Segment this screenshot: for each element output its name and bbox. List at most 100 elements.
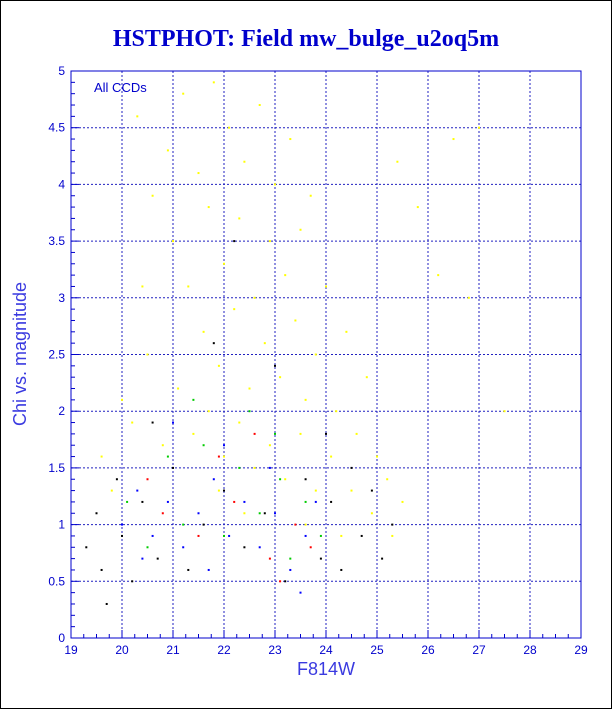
data-point [304, 500, 307, 503]
data-point [299, 432, 302, 435]
data-point [294, 319, 297, 322]
data-point [360, 534, 363, 537]
data-point [131, 580, 134, 583]
data-point [192, 398, 195, 401]
data-point [182, 92, 185, 95]
data-point [309, 194, 312, 197]
y-tick-label: 2 [58, 404, 65, 418]
data-point [161, 512, 164, 515]
data-point [304, 534, 307, 537]
x-tick-label: 24 [319, 643, 333, 657]
y-tick-label: 5 [58, 64, 65, 78]
data-point [330, 455, 333, 458]
data-point [370, 489, 373, 492]
data-point [212, 478, 215, 481]
data-point [85, 546, 88, 549]
data-point [274, 183, 276, 186]
data-point [202, 444, 205, 447]
data-point [156, 557, 159, 560]
y-tick-label: 1.5 [48, 461, 65, 475]
data-point [151, 534, 154, 537]
x-tick-label: 29 [574, 643, 588, 657]
data-point [309, 546, 312, 549]
data-point [350, 466, 353, 469]
data-point [299, 228, 302, 231]
data-point [314, 489, 317, 492]
data-point [467, 296, 470, 299]
data-point [340, 534, 343, 537]
data-point [197, 534, 200, 537]
data-point [330, 500, 333, 503]
x-tick-label: 26 [421, 643, 435, 657]
y-tick-label: 0.5 [48, 574, 65, 588]
y-tick-label: 1 [58, 518, 65, 532]
data-point [166, 500, 169, 503]
data-point [304, 398, 307, 401]
x-tick-label: 25 [370, 643, 384, 657]
data-point [248, 410, 251, 413]
data-point [177, 387, 180, 390]
tick-labels: 19 20 21 22 23 24 25 26 27 28 29 0 0.5 1 1.5 2 2.5 3 3.5 4 4… [48, 64, 588, 657]
data-point [182, 523, 185, 526]
data-point [151, 194, 154, 197]
data-point [258, 546, 261, 549]
y-tick-label: 3 [58, 291, 65, 305]
x-tick-label: 20 [115, 643, 129, 657]
data-point [223, 262, 225, 265]
data-point [202, 523, 205, 526]
data-point [207, 410, 210, 413]
data-point [115, 478, 118, 481]
x-tick-label: 21 [166, 643, 180, 657]
data-point [121, 398, 123, 401]
data-point [268, 240, 271, 243]
data-points [85, 81, 506, 605]
data-point [207, 568, 210, 571]
data-point [212, 81, 215, 84]
data-point [274, 432, 276, 435]
data-point [126, 500, 129, 503]
data-point [243, 160, 246, 163]
data-point [141, 285, 144, 288]
data-point [452, 138, 455, 141]
data-point [243, 512, 246, 515]
data-point [105, 602, 108, 605]
data-point [166, 455, 169, 458]
data-point [284, 478, 287, 481]
data-point [121, 534, 123, 537]
data-point [187, 285, 190, 288]
y-tick-label: 0 [58, 631, 65, 645]
data-point [151, 421, 154, 424]
data-point [340, 568, 343, 571]
data-point [370, 512, 373, 515]
data-point [325, 432, 327, 435]
data-point [274, 512, 276, 515]
x-tick-label: 19 [64, 643, 78, 657]
data-point [146, 546, 149, 549]
data-point [401, 500, 404, 503]
data-point [396, 160, 399, 163]
grid [71, 71, 581, 638]
x-tick-label: 23 [268, 643, 282, 657]
data-point [289, 138, 292, 141]
data-point [258, 512, 261, 515]
data-point [100, 455, 103, 458]
y-tick-label: 2.5 [48, 348, 65, 362]
data-point [243, 500, 246, 503]
data-point [258, 104, 261, 107]
data-point [223, 534, 225, 537]
y-tick-label: 3.5 [48, 234, 65, 248]
data-point [238, 466, 241, 469]
data-point [335, 410, 338, 413]
data-point [263, 342, 266, 345]
data-point [365, 376, 368, 379]
data-point [345, 330, 348, 333]
data-point [187, 568, 190, 571]
y-tick-label: 4.5 [48, 121, 65, 135]
data-point [294, 523, 297, 526]
data-point [233, 500, 236, 503]
data-point [223, 455, 225, 458]
data-point [192, 432, 195, 435]
data-point [238, 421, 241, 424]
data-point [146, 353, 149, 356]
data-point [253, 466, 256, 469]
